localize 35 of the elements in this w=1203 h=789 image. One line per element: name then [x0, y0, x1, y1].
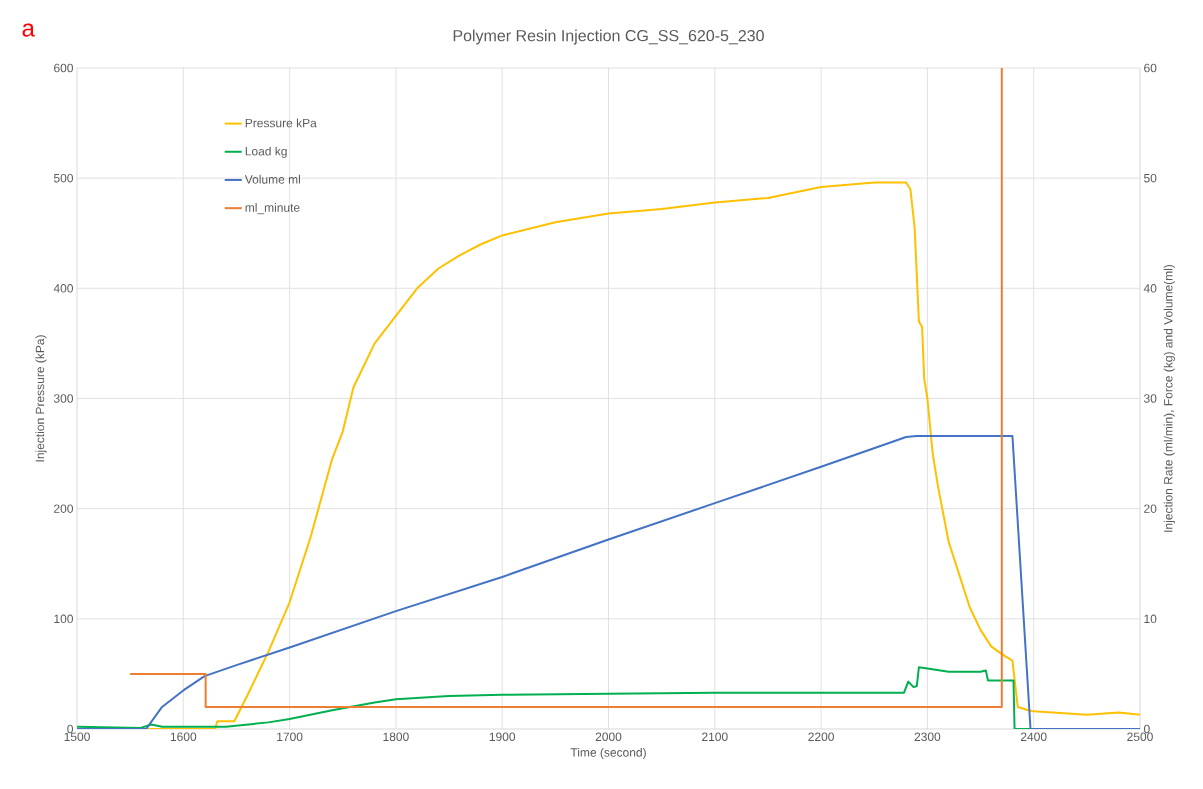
x-tick-label: 2200 [808, 732, 834, 742]
chart-title: Polymer Resin Injection CG_SS_620-5_230 [453, 29, 764, 45]
y2-tick-label: 30 [1143, 394, 1157, 403]
legend-label: Volume ml [244, 174, 300, 184]
x-tick-label: 2400 [1020, 732, 1047, 742]
y2-tick-label: 0 [1143, 724, 1150, 734]
y-tick-label: 100 [54, 614, 74, 624]
y-tick-label: 300 [53, 394, 74, 403]
y-tick-label: 600 [54, 63, 74, 73]
y-axis-title: Injection Pressure (kPa) [35, 335, 47, 462]
x-axis-title: Time (second) [570, 747, 646, 760]
x-tick-label: 1700 [277, 732, 303, 742]
x-tick-label: 2500 [1127, 732, 1153, 742]
y2-axis-title: Injection Rate (ml/min), Force (kg) and Volume(ml) [1163, 264, 1175, 532]
legend-label: Pressure kPa [245, 118, 317, 128]
y-tick-label: 200 [54, 504, 74, 513]
x-tick-label: 2000 [595, 732, 622, 742]
x-tick-label: 1900 [489, 732, 516, 742]
x-tick-label: 2300 [914, 732, 941, 742]
y2-tick-label: 20 [1144, 504, 1157, 513]
legend-label: Load kg [245, 146, 287, 158]
x-tick-label: 2100 [702, 732, 728, 742]
x-tick-label: 1800 [383, 732, 409, 742]
x-tick-label: 1600 [170, 732, 197, 742]
x-tick-label: 1500 [64, 732, 90, 742]
y-tick-label: 0 [67, 724, 74, 734]
y2-tick-label: 10 [1144, 614, 1157, 624]
legend-label: ml_minute [245, 203, 300, 215]
y2-tick-label: 60 [1144, 63, 1157, 73]
y2-tick-label: 50 [1144, 173, 1157, 183]
y-tick-label: 500 [53, 173, 74, 183]
y-tick-label: 400 [53, 284, 74, 293]
line-series [77, 434, 1140, 729]
y2-tick-label: 40 [1143, 284, 1157, 293]
text: a [22, 23, 35, 37]
